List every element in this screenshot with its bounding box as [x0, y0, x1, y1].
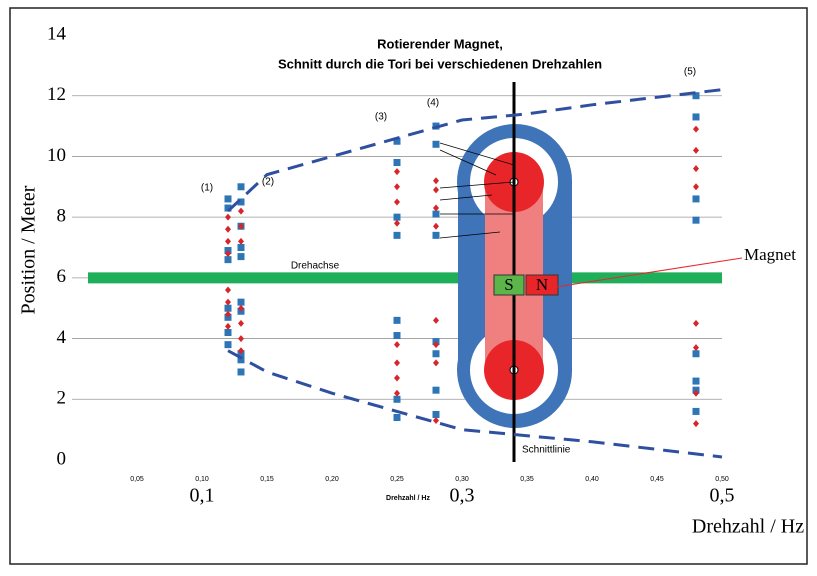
data-point	[433, 411, 440, 418]
annotation: (1)	[201, 183, 213, 194]
data-point	[225, 329, 232, 336]
data-point	[394, 332, 401, 339]
x-tick-label: 0,20	[325, 476, 339, 483]
data-point	[394, 414, 401, 421]
y-tick-label: 0	[57, 448, 67, 469]
data-point	[225, 341, 232, 348]
x-tick-label: 0,45	[650, 476, 664, 483]
x-tick-label: 0,30	[455, 476, 469, 483]
data-point	[433, 141, 440, 148]
y-tick-label: 4	[57, 327, 67, 348]
annotation: (4)	[427, 98, 439, 109]
data-point	[394, 396, 401, 403]
cut-line-label: Schnittlinie	[522, 445, 571, 456]
data-point	[693, 195, 700, 202]
data-point	[394, 317, 401, 324]
y-tick-label: 8	[57, 206, 67, 227]
data-point	[394, 214, 401, 221]
y-axis-label: Position / Meter	[18, 185, 40, 314]
data-point	[693, 217, 700, 224]
data-point	[225, 256, 232, 263]
y-tick-label: 14	[47, 23, 67, 44]
x-axis-label-small: Drehzahl / Hz	[386, 495, 430, 502]
chart: Drehachse Schnittlinie Rotierender Magne…	[0, 0, 817, 571]
x-axis-label: Drehzahl / Hz	[692, 516, 804, 538]
title: Rotierender Magnet,	[377, 36, 503, 51]
data-point	[394, 232, 401, 239]
data-point	[238, 183, 245, 190]
data-point	[693, 408, 700, 415]
data-point	[225, 195, 232, 202]
data-point	[225, 305, 232, 312]
data-point	[238, 253, 245, 260]
y-tick-label: 12	[47, 84, 66, 105]
x-tick-label: 0,50	[715, 476, 729, 483]
data-point	[693, 378, 700, 385]
data-point	[238, 299, 245, 306]
x-tick-label: 0,15	[260, 476, 274, 483]
y-tick-label: 6	[57, 266, 67, 287]
x-tick-label-large: 0,1	[190, 485, 215, 507]
magnet-label: Magnet	[744, 245, 796, 264]
x-tick-label-large: 0,5	[710, 485, 735, 507]
y-tick-label: 10	[47, 145, 66, 166]
x-tick-label: 0,05	[130, 476, 144, 483]
x-tick-label: 0,40	[585, 476, 599, 483]
page: Drehachse Schnittlinie Rotierender Magne…	[0, 0, 817, 576]
rotation-axis-label: Drehachse	[291, 260, 340, 271]
title: Schnitt durch die Tori bei verschiedenen…	[278, 56, 602, 71]
x-tick-label-large: 0,3	[450, 485, 475, 507]
data-point	[238, 244, 245, 251]
x-tick-label: 0,10	[195, 476, 209, 483]
data-point	[433, 232, 440, 239]
data-point	[238, 368, 245, 375]
south-label: S	[504, 275, 513, 294]
annotation: (5)	[684, 67, 696, 78]
data-point	[433, 211, 440, 218]
data-point	[394, 159, 401, 166]
data-point	[693, 113, 700, 120]
data-point	[433, 387, 440, 394]
y-tick-label: 2	[57, 388, 67, 409]
north-label: N	[536, 275, 548, 294]
annotation: (2)	[262, 177, 274, 188]
data-point	[693, 350, 700, 357]
x-tick-label: 0,25	[390, 476, 404, 483]
x-tick-label: 0,35	[520, 476, 534, 483]
annotation: (3)	[375, 112, 387, 123]
data-point	[433, 350, 440, 357]
